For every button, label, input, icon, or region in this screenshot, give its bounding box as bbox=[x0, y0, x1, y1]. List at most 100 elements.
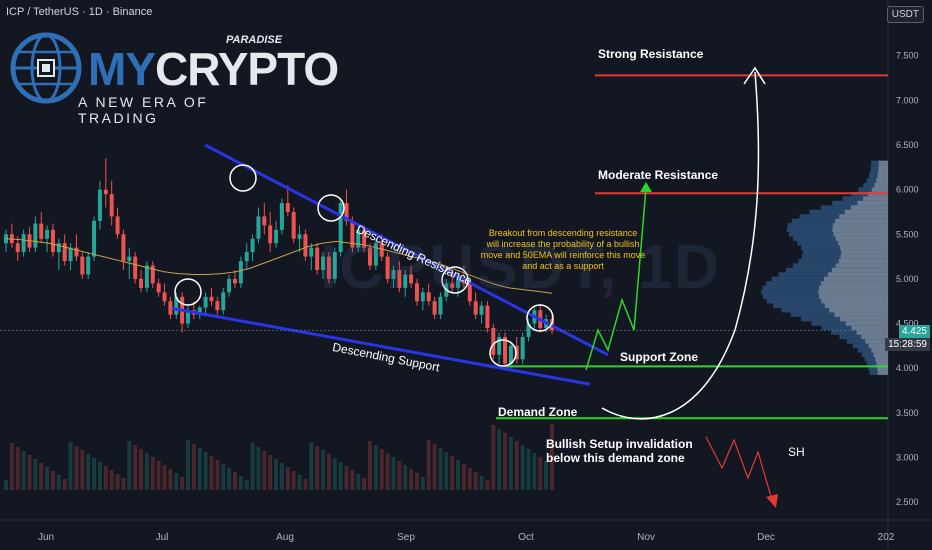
volume-bar bbox=[544, 461, 549, 490]
candle-body bbox=[39, 223, 44, 239]
candle-body bbox=[373, 243, 378, 266]
volume-bar bbox=[221, 464, 226, 490]
candle-body bbox=[203, 296, 208, 308]
volume-bar bbox=[86, 454, 91, 490]
candle-body bbox=[174, 296, 179, 315]
bearish-path bbox=[705, 436, 773, 501]
x-tick-label: 202 bbox=[878, 532, 895, 543]
volume-bar bbox=[532, 453, 537, 490]
volume-bar bbox=[368, 441, 372, 490]
descending-support-line bbox=[171, 306, 591, 386]
volume-bar bbox=[356, 474, 361, 490]
demand-zone-label: Demand Zone bbox=[498, 405, 578, 419]
candle-body bbox=[426, 292, 431, 302]
volume-bar bbox=[503, 433, 508, 490]
symbol-title[interactable]: ICP / TetherUS · 1D · Binance bbox=[6, 6, 153, 18]
volume-profile-bar bbox=[833, 232, 888, 237]
volume-bar bbox=[150, 457, 155, 490]
volume-bar bbox=[186, 440, 190, 490]
currency-button[interactable]: USDT bbox=[886, 6, 924, 23]
candle-body bbox=[103, 189, 108, 195]
descending-resistance-line bbox=[204, 143, 609, 357]
volume-bar bbox=[56, 475, 61, 490]
last-price-tag: 4.425 bbox=[898, 325, 930, 338]
volume-profile-bar bbox=[876, 361, 888, 366]
candle-body bbox=[168, 301, 173, 315]
candle-body bbox=[291, 211, 296, 239]
bullish-path bbox=[585, 187, 647, 371]
highlight-circle bbox=[441, 266, 469, 294]
volume-profile-bar bbox=[840, 316, 888, 322]
candle-body bbox=[467, 283, 472, 302]
volume-bar bbox=[285, 467, 290, 490]
candle-body bbox=[133, 256, 138, 279]
volume-bar bbox=[326, 454, 331, 490]
highlight-circle bbox=[526, 304, 554, 332]
volume-profile-bar bbox=[841, 249, 888, 255]
invalidation-line-2: below this demand zone bbox=[546, 451, 685, 465]
volume-bar bbox=[385, 453, 390, 490]
volume-profile-bar bbox=[829, 307, 888, 313]
candle-body bbox=[285, 203, 290, 212]
candle-body bbox=[279, 203, 284, 230]
volume-bar bbox=[491, 425, 496, 490]
volume-bar bbox=[444, 452, 449, 490]
candle-body bbox=[86, 256, 91, 275]
breakout-note-line-3: move and 50EMA will reinforce this move bbox=[480, 250, 646, 260]
candle-body bbox=[350, 220, 355, 248]
volume-bar bbox=[250, 443, 255, 490]
volume-bar bbox=[103, 466, 108, 490]
volume-profile-bar bbox=[834, 312, 888, 317]
volume-bar bbox=[467, 468, 472, 490]
candle-body bbox=[338, 203, 343, 253]
x-tick-label: Jun bbox=[38, 532, 54, 543]
volume-profile-bar bbox=[877, 370, 888, 375]
bullish-path-arrowhead bbox=[640, 182, 652, 192]
y-tick-label: 2.500 bbox=[896, 497, 919, 507]
volume-bar bbox=[279, 463, 284, 490]
candle-body bbox=[508, 345, 513, 364]
volume-profile-bar bbox=[838, 258, 888, 264]
volume-bar bbox=[262, 451, 267, 490]
candle-body bbox=[473, 301, 478, 315]
x-tick-label: Dec bbox=[757, 532, 775, 543]
volume-profile-bar bbox=[819, 294, 888, 300]
candle-body bbox=[33, 223, 38, 248]
volume-bar bbox=[321, 450, 326, 490]
candle-body bbox=[403, 274, 408, 288]
candle-body bbox=[321, 256, 326, 270]
volume-bar bbox=[115, 474, 120, 490]
volume-profile-bar bbox=[871, 187, 888, 192]
y-tick-label: 4.500 bbox=[896, 319, 919, 329]
volume-profile-bar bbox=[863, 196, 888, 201]
volume-bar bbox=[456, 460, 461, 490]
candle-body bbox=[238, 261, 243, 284]
candle-body bbox=[80, 256, 85, 275]
volume-bar bbox=[238, 476, 243, 490]
volume-profile-bar bbox=[873, 352, 888, 358]
candle-body bbox=[127, 256, 132, 262]
volume-bar bbox=[74, 446, 79, 490]
volume-bar bbox=[397, 461, 402, 490]
candle-body bbox=[56, 243, 61, 253]
candle-body bbox=[385, 256, 390, 279]
volume-bar bbox=[344, 466, 349, 490]
sh-label: SH bbox=[788, 445, 805, 459]
volume-profile-bar bbox=[840, 254, 888, 259]
candle-body bbox=[414, 283, 419, 302]
y-tick-label: 6.000 bbox=[896, 185, 919, 195]
volume-bar bbox=[414, 473, 419, 490]
x-tick-label: Aug bbox=[276, 532, 294, 543]
moderate-resistance-label: Moderate Resistance bbox=[598, 168, 719, 182]
volume-profile-bar bbox=[876, 178, 888, 183]
volume-profile-bar bbox=[844, 209, 888, 215]
candle-body bbox=[215, 301, 220, 311]
volume-bar bbox=[244, 480, 249, 490]
volume-bar bbox=[550, 424, 554, 490]
candle-body bbox=[109, 194, 114, 217]
volume-bar bbox=[4, 480, 8, 490]
volume-bar bbox=[144, 453, 149, 490]
volume-bar bbox=[33, 459, 38, 490]
candle-body bbox=[491, 328, 496, 355]
